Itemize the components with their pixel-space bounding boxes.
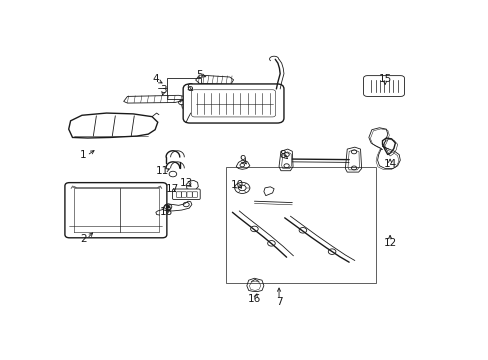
Text: 1: 1 [80,150,86,161]
Text: 8: 8 [279,150,285,161]
Bar [225,167,375,283]
Text: 4: 4 [152,74,159,84]
FancyBboxPatch shape [65,183,166,238]
FancyBboxPatch shape [183,84,284,123]
Text: 16: 16 [247,294,261,304]
Text: 9: 9 [239,155,245,165]
Text: 3: 3 [160,85,166,95]
Circle shape [166,205,169,208]
Text: 10: 10 [230,180,243,190]
Text: 11: 11 [156,166,169,176]
Text: 5: 5 [196,70,203,80]
Text: 6: 6 [186,82,193,93]
Text: 12: 12 [384,238,397,248]
Text: 7: 7 [275,297,282,307]
Text: 13: 13 [179,178,192,188]
FancyBboxPatch shape [363,76,404,96]
Text: 15: 15 [378,74,391,84]
Text: 14: 14 [384,159,397,169]
Text: 17: 17 [166,184,179,194]
Text: 18: 18 [160,207,173,217]
Text: 2: 2 [80,234,86,244]
FancyBboxPatch shape [172,189,200,199]
Bar [167,78,201,99]
